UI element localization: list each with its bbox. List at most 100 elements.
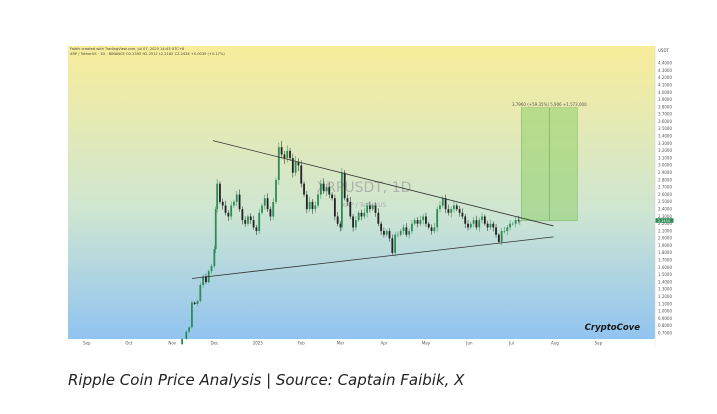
candle-body [422,216,425,221]
x-tick-label: Sep [83,341,91,346]
y-tick-label: 3.2000 [658,148,672,153]
x-tick-label: May [422,341,431,346]
candle-body [385,231,388,235]
y-tick-label: 0.7000 [658,330,672,335]
candle-body [238,194,241,210]
candle-body [374,205,377,213]
candle-body [506,227,509,232]
x-tick-label: Feb [298,341,306,346]
candle-body [244,220,247,224]
x-tick-label: Jul [508,341,514,346]
candle-body [308,201,311,210]
candle-body [280,147,283,155]
candle-body [181,339,184,345]
candle-body [399,231,402,235]
candle-body [230,205,233,217]
candle-body [263,198,266,206]
candle-body [202,276,205,286]
y-tick-label: 2.1000 [658,228,672,233]
y-tick-label: 1.6000 [658,265,672,270]
y-tick-label: 2.2000 [658,221,672,226]
cryptocove-brand: CryptoCove [585,323,641,333]
candle-body [489,223,492,228]
candle-body [518,220,521,222]
y-tick-label: 3.7000 [658,112,672,117]
candle-body [333,198,336,217]
x-tick-label: Dec [210,341,218,346]
candle-body [408,231,411,235]
candle-body [441,198,444,206]
candle-body [346,198,349,202]
candle-body [328,187,331,195]
candle-body [185,331,188,339]
last-price-badge [655,218,674,223]
candle-body [205,276,207,283]
candle-body [289,150,291,159]
trendline-upper-resistance [212,140,554,227]
candle-body [439,205,441,210]
candle-body [210,266,213,272]
time-axis: Sep Oct Nov Dec 2025 Feb Mar Apr May Jun Jul Aug Sep [83,341,603,346]
candle-body [314,205,317,210]
candle-body [227,212,230,217]
target-projection: 3.7960 (+59.35%) 5,906 +1,573,000 [512,102,587,222]
candle-body [317,194,319,206]
candle-body [433,227,436,232]
y-tick-label: 1.1000 [658,301,672,306]
candle-body [233,201,235,206]
candle-body [469,223,472,228]
candle-body [261,205,263,213]
chart-header-line-1: Faibik created with TradingView.com, Jul… [70,47,185,51]
candle-body [492,223,495,228]
candle-body [291,158,294,173]
y-tick-label: 2.6000 [658,192,672,197]
candle-body [241,209,244,221]
y-tick-label: 3.1000 [658,155,672,160]
y-tick-label: 3.5000 [658,126,672,131]
candle-body [258,212,261,232]
y-tick-label: 2.4000 [658,206,672,211]
candle-body [416,220,419,224]
candle-body [269,209,272,217]
candle-body [249,216,252,221]
candle-body [199,285,202,302]
candle-body [455,205,458,210]
candle-body [266,198,269,210]
candle-body [366,205,369,213]
y-tick-label: 2.5000 [658,199,672,204]
candle-body [509,223,511,228]
candle-body [340,172,343,228]
candle-body [331,194,333,199]
candle-body [383,231,385,235]
y-tick-label: 4.2000 [658,75,672,80]
candle-body [283,154,286,159]
y-tick-label: 0.8000 [658,323,672,328]
candle-body [255,227,258,232]
chart-header-line-2: XRP / TetherUS · 1D · BINANCE O2.2395 H2… [70,52,225,56]
candle-body [354,220,357,228]
candle-body [343,172,346,199]
candle-body [349,201,352,217]
candle-body [336,216,339,224]
y-tick-label: 1.7000 [658,258,672,263]
candle-body [514,220,517,224]
candle-body [495,227,497,235]
x-tick-label: 2025 [253,341,264,346]
price-axis-panel [655,46,675,346]
candle-body [363,212,366,217]
y-tick-label: 2.9000 [658,170,672,175]
symbol-watermark: XRPUSDT, 1D [317,180,412,196]
candle-body [305,194,308,210]
candle-body [444,198,447,210]
candle-body [481,216,483,221]
candle-body [517,220,520,221]
candle-body [458,209,461,213]
candle-body [311,201,314,210]
candle-body [380,223,383,232]
candle-body [277,147,280,180]
candle-body [425,216,427,224]
candle-body [478,220,481,228]
candle-body [405,227,408,235]
price-chart: Faibik created with TradingView.com, Jul… [68,46,675,346]
y-tick-label: 2.3000 [658,214,672,219]
